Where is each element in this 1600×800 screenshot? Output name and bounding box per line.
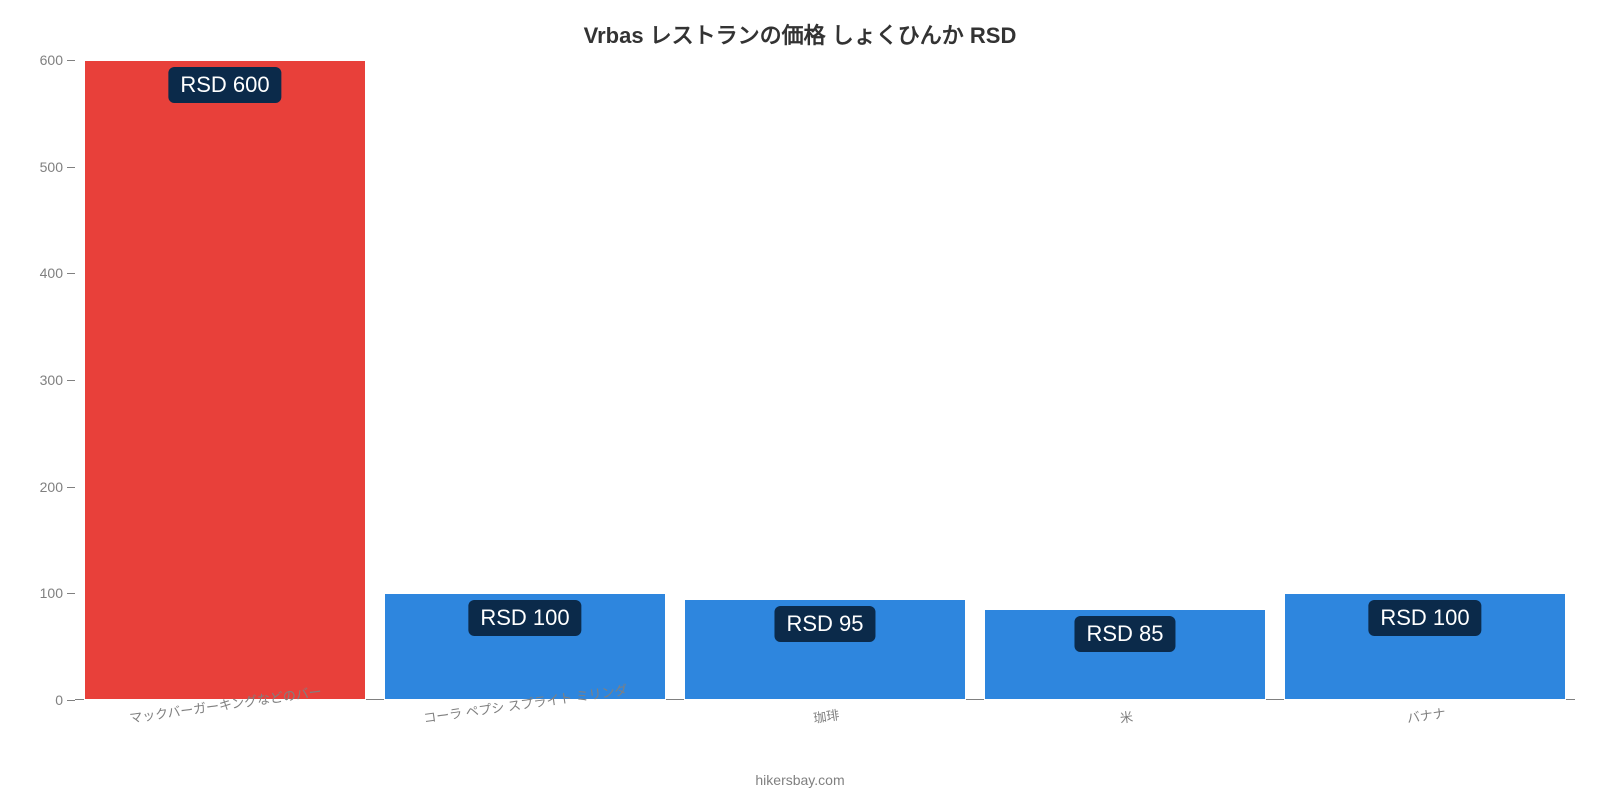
- x-labels-row: マックバーガーキングなどのバーコーラ ペプシ スプライト ミリンダ 珈琲 米 バナナ: [75, 700, 1575, 760]
- bar-value-badge: RSD 100: [468, 600, 581, 636]
- y-tick-label: 500: [40, 159, 75, 175]
- bar: RSD 95: [684, 599, 966, 700]
- bar-value-badge: RSD 100: [1368, 600, 1481, 636]
- x-label-slot: 米: [975, 700, 1275, 760]
- x-label-slot: 珈琲: [675, 700, 975, 760]
- chart-plot-area: 0100200300400500600 RSD 600RSD 100RSD 95…: [75, 60, 1575, 700]
- x-category-label: バナナ: [1405, 703, 1446, 727]
- y-tick-label: 300: [40, 372, 75, 388]
- chart-source-label: hikersbay.com: [755, 772, 844, 788]
- x-category-label: 珈琲: [812, 704, 840, 726]
- bar-value-badge: RSD 95: [774, 606, 875, 642]
- x-label-slot: コーラ ペプシ スプライト ミリンダ: [375, 700, 675, 760]
- x-label-slot: バナナ: [1275, 700, 1575, 760]
- bar-slot: RSD 600: [75, 60, 375, 700]
- bar-slot: RSD 95: [675, 60, 975, 700]
- bar-slot: RSD 100: [375, 60, 675, 700]
- bar: RSD 600: [84, 60, 366, 700]
- bar: RSD 100: [1284, 593, 1566, 700]
- chart-title: Vrbas レストランの価格 しょくひんか RSD: [0, 0, 1600, 50]
- bar-value-badge: RSD 600: [168, 67, 281, 103]
- bar-value-badge: RSD 85: [1074, 616, 1175, 652]
- y-tick-label: 600: [40, 52, 75, 68]
- y-tick-label: 100: [40, 585, 75, 601]
- x-label-slot: マックバーガーキングなどのバー: [75, 700, 375, 760]
- bars-row: RSD 600 RSD 100 RSD 95 RSD 85 RSD 100: [75, 60, 1575, 700]
- y-tick-label: 400: [40, 265, 75, 281]
- bar-slot: RSD 100: [1275, 60, 1575, 700]
- y-tick-label: 200: [40, 479, 75, 495]
- bar: RSD 85: [984, 609, 1266, 700]
- bar-slot: RSD 85: [975, 60, 1275, 700]
- y-tick-label: 0: [55, 692, 75, 708]
- x-category-label: 米: [1118, 706, 1134, 727]
